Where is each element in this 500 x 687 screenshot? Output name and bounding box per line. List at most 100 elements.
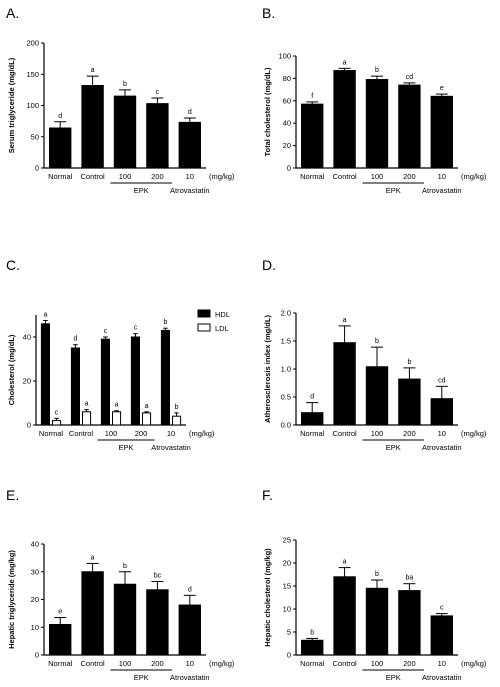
panel-letter: D. bbox=[262, 257, 276, 273]
significance-letter: f bbox=[311, 93, 313, 100]
x-tick-label: Normal bbox=[39, 429, 64, 438]
y-tick-label: 0.0 bbox=[281, 421, 291, 430]
x-tick-label: Normal bbox=[300, 172, 325, 181]
bar-2 bbox=[81, 571, 104, 656]
panel-letter: C. bbox=[6, 257, 20, 273]
unit-label: (mg/kg) bbox=[461, 659, 487, 668]
significance-letter: d bbox=[188, 109, 192, 116]
group-label-atrovastatin: Atrovastatin bbox=[422, 443, 462, 452]
significance-letter: b bbox=[175, 404, 179, 411]
x-tick-label: Normal bbox=[300, 659, 325, 668]
group-label-atrovastatin: Atrovastatin bbox=[422, 673, 462, 682]
panel-letter: A. bbox=[6, 5, 19, 21]
significance-letter: a bbox=[145, 403, 149, 410]
x-tick-label: Normal bbox=[300, 429, 325, 438]
y-axis-title: Serum triglyceride (mg/dL) bbox=[7, 57, 16, 153]
significance-letter: c bbox=[156, 89, 160, 96]
x-tick-label: 200 bbox=[151, 172, 164, 181]
bar-5 bbox=[430, 398, 453, 426]
x-tick-label: 100 bbox=[371, 172, 384, 181]
x-tick-label: 100 bbox=[119, 172, 132, 181]
y-tick-label: 40 bbox=[283, 119, 291, 128]
significance-letter: a bbox=[43, 312, 47, 319]
bar-hdl-2 bbox=[70, 347, 81, 426]
group-label-atrovastatin: Atrovastatin bbox=[170, 673, 210, 682]
bar-4 bbox=[146, 103, 169, 169]
significance-letter: d bbox=[73, 336, 77, 343]
bar-hdl-5 bbox=[160, 329, 170, 426]
chart-panel-2: B. 0 20 40 60 80 100 Total cholesterol (mg/dL) f… bbox=[262, 5, 487, 195]
y-tick-label: 5 bbox=[287, 628, 291, 637]
significance-letter: cd bbox=[438, 377, 446, 384]
significance-letter: e bbox=[440, 85, 444, 92]
x-tick-label: 200 bbox=[403, 172, 416, 181]
group-label-atrovastatin: Atrovastatin bbox=[170, 186, 210, 195]
legend-swatch-hdl bbox=[197, 309, 211, 318]
x-tick-label: 200 bbox=[403, 659, 416, 668]
bar-5 bbox=[178, 121, 201, 169]
significance-letter: d bbox=[188, 586, 192, 593]
significance-letter: b bbox=[407, 359, 411, 366]
bar-ldl-5 bbox=[172, 415, 182, 426]
y-axis-title: Atherosclerosis index (mg/dL) bbox=[263, 315, 272, 423]
significance-letter: c bbox=[440, 605, 444, 612]
y-axis-title: Hepatic cholesterol (mg/kg) bbox=[263, 548, 272, 647]
x-tick-label: 10 bbox=[438, 172, 446, 181]
y-tick-label: 2.0 bbox=[281, 309, 291, 318]
significance-letter: b bbox=[310, 629, 314, 636]
bar-2 bbox=[333, 342, 356, 426]
x-tick-label: 100 bbox=[371, 659, 384, 668]
y-axis-title: Total cholesterol (mg/dL) bbox=[263, 67, 272, 157]
bar-2 bbox=[333, 576, 356, 656]
bar-1 bbox=[49, 127, 72, 169]
significance-letter: d bbox=[58, 113, 62, 120]
group-label-atrovastatin: Atrovastatin bbox=[151, 443, 191, 452]
x-tick-label: 100 bbox=[371, 429, 384, 438]
x-tick-label: Control bbox=[333, 429, 358, 438]
significance-letter: b bbox=[123, 81, 127, 88]
bar-4 bbox=[398, 378, 421, 426]
x-tick-label: 200 bbox=[151, 659, 164, 668]
chart-panel-1: A. 0 50 100 150 200 Serum triglyceride (mg/dL)… bbox=[6, 5, 235, 195]
unit-label: (mg/kg) bbox=[461, 429, 487, 438]
bar-4 bbox=[398, 84, 421, 169]
y-axis-title: Hepatic triglyceride (mg/kg) bbox=[7, 550, 16, 649]
chart-panel-3: C. 0 20 40 Cholesterol (mg/dL) a d c c b c a a a b Norm… bbox=[6, 257, 230, 452]
x-tick-label: 100 bbox=[105, 429, 118, 438]
significance-letter: a bbox=[91, 554, 95, 561]
y-tick-label: 20 bbox=[23, 377, 31, 386]
y-axis-title: Cholesterol (mg/dL) bbox=[7, 334, 16, 405]
x-tick-label: 10 bbox=[186, 172, 194, 181]
group-label-epk: EPK bbox=[134, 673, 149, 682]
y-tick-label: 20 bbox=[283, 141, 291, 150]
y-tick-label: 0 bbox=[287, 164, 291, 173]
x-tick-label: Control bbox=[81, 659, 106, 668]
significance-letter: ba bbox=[406, 575, 414, 582]
x-tick-label: 10 bbox=[438, 659, 446, 668]
y-tick-label: 20 bbox=[283, 559, 291, 568]
unit-label: (mg/kg) bbox=[461, 172, 487, 181]
bar-hdl-4 bbox=[130, 336, 140, 426]
y-tick-label: 40 bbox=[23, 333, 31, 342]
x-tick-label: Normal bbox=[48, 172, 73, 181]
bar-2 bbox=[81, 85, 104, 169]
significance-letter: a bbox=[115, 402, 119, 409]
significance-letter: d bbox=[310, 394, 314, 401]
x-tick-label: 200 bbox=[135, 429, 148, 438]
x-tick-label: Control bbox=[81, 172, 106, 181]
bar-1 bbox=[301, 412, 324, 426]
x-tick-label: Normal bbox=[48, 659, 73, 668]
y-tick-label: 15 bbox=[283, 582, 291, 591]
bar-3 bbox=[365, 79, 389, 169]
bar-2 bbox=[333, 70, 356, 169]
significance-letter: c bbox=[104, 328, 108, 335]
unit-label: (mg/kg) bbox=[189, 429, 215, 438]
group-label-epk: EPK bbox=[118, 443, 133, 452]
y-tick-label: 0 bbox=[287, 651, 291, 660]
bar-5 bbox=[178, 604, 201, 656]
panel-letter: B. bbox=[262, 5, 275, 21]
bar-ldl-4 bbox=[142, 412, 152, 426]
y-tick-label: 25 bbox=[283, 536, 291, 545]
significance-letter: a bbox=[91, 67, 95, 74]
group-label-atrovastatin: Atrovastatin bbox=[422, 186, 462, 195]
